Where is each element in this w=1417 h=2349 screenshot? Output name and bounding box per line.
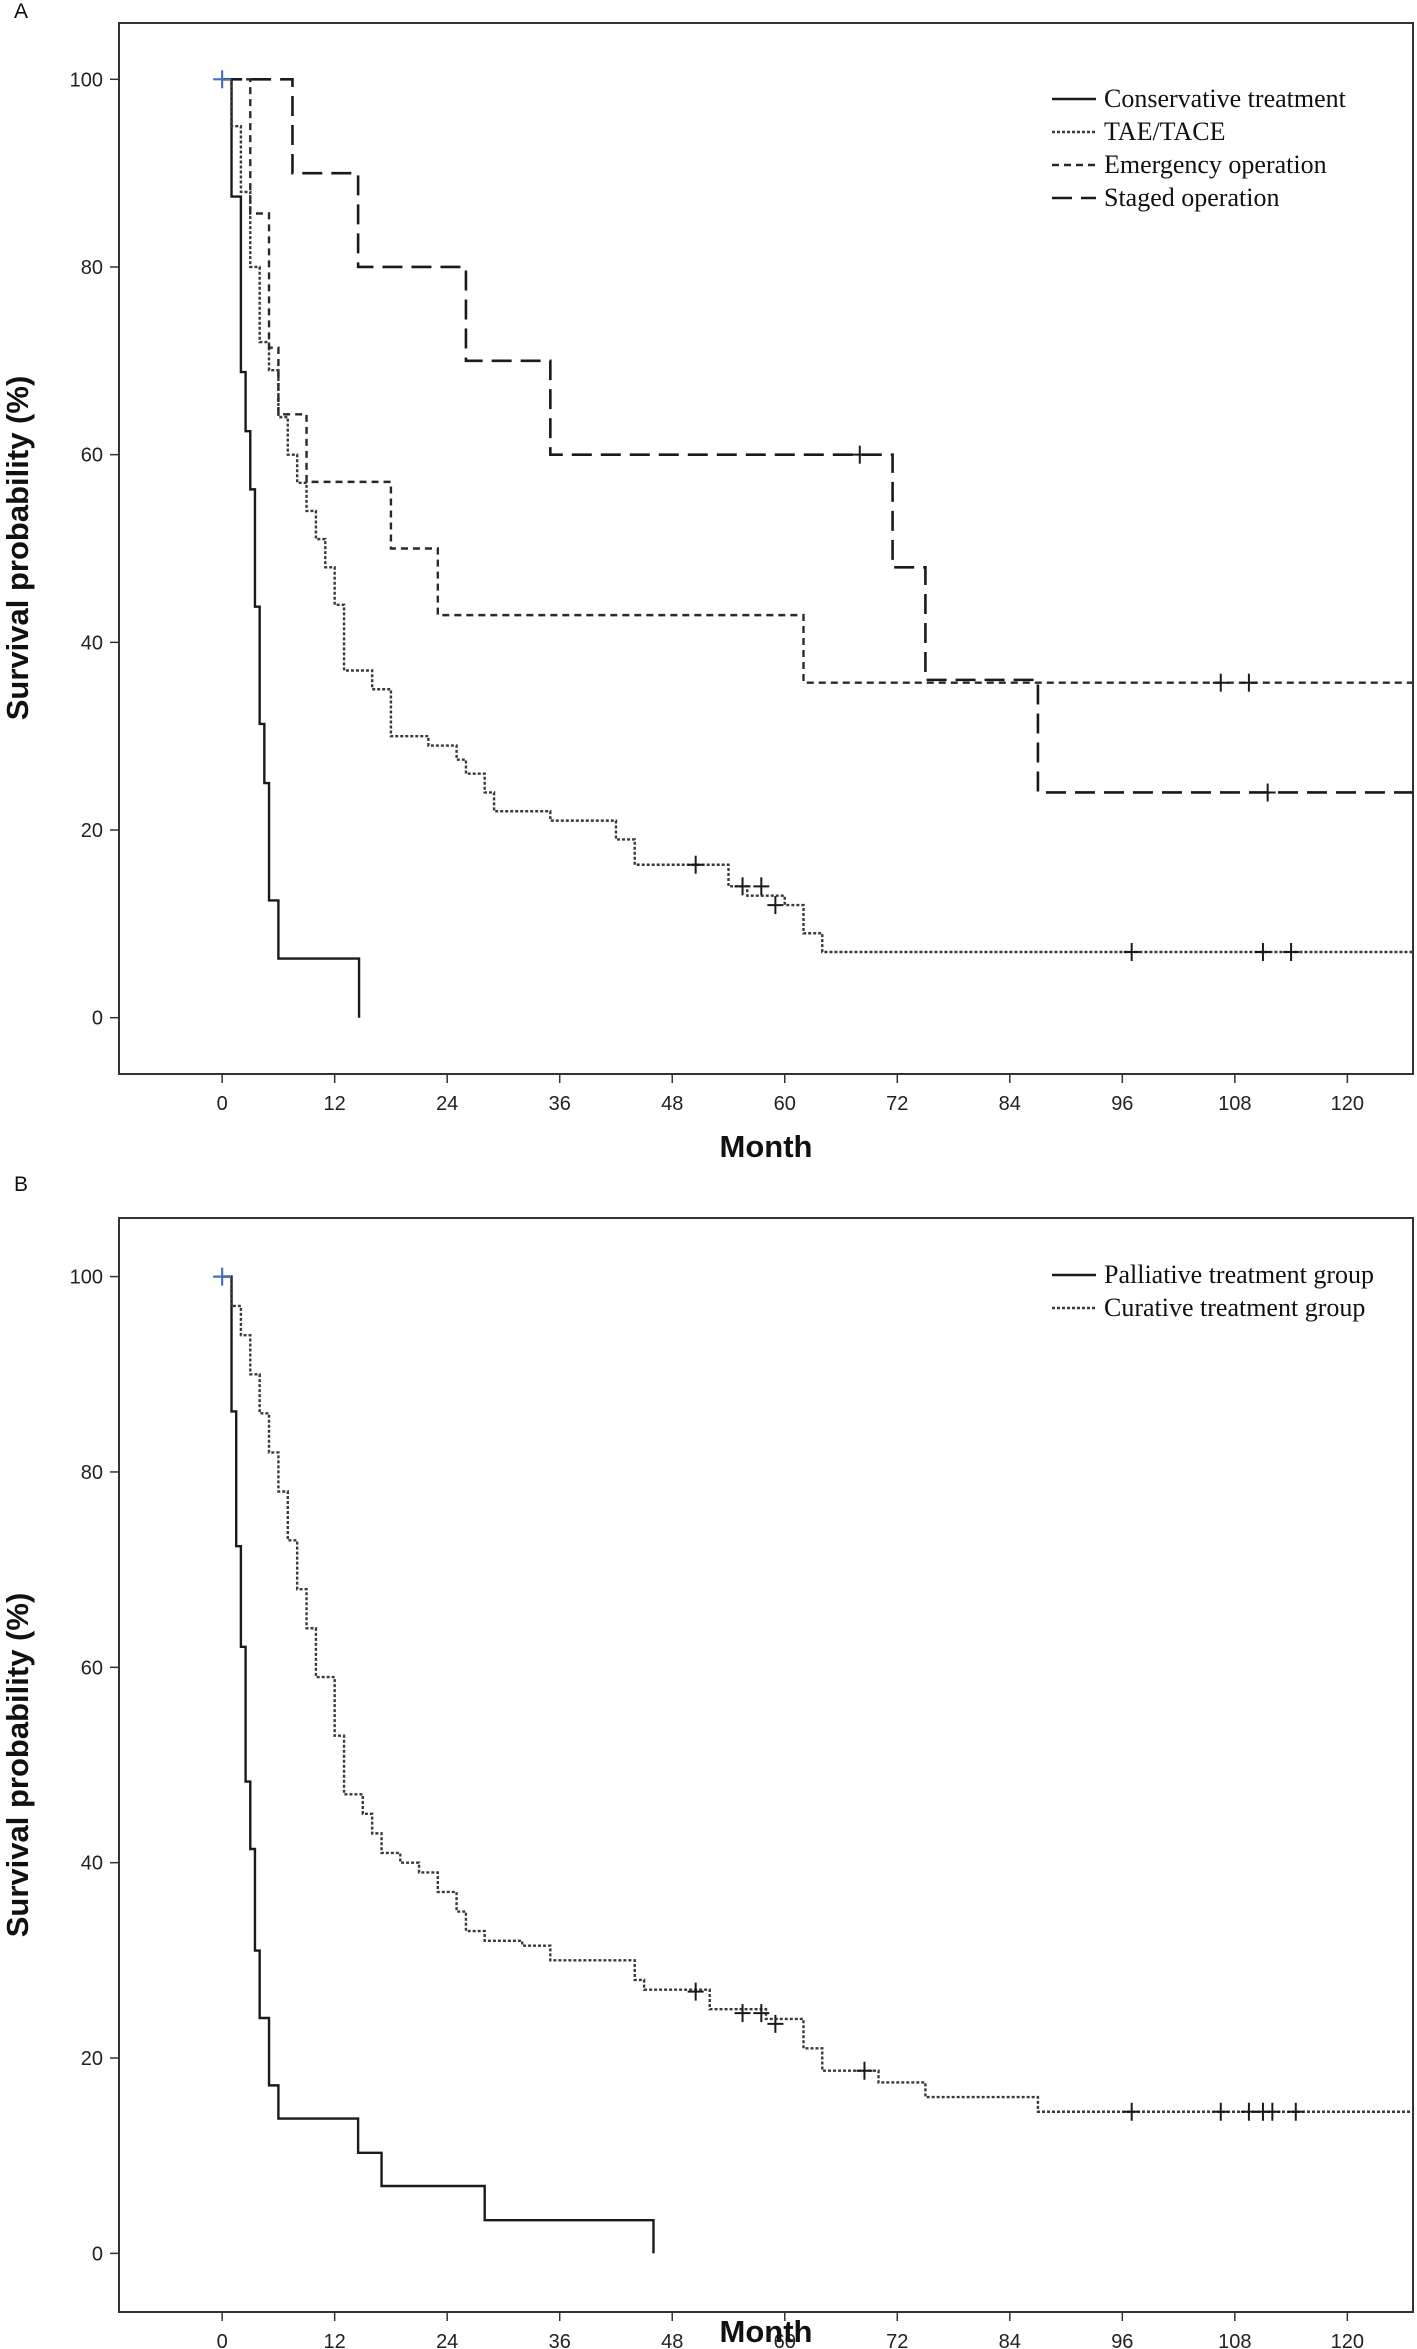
panel-a-censor-mark [753, 877, 770, 896]
panel-b-x-tick-label: 60 [774, 2331, 796, 2349]
panel-b-label: B [14, 1173, 28, 1196]
panel-b-x-tick-label: 48 [661, 2331, 683, 2349]
panel-a-y-tick-label: 60 [81, 445, 103, 467]
panel-a-start-marker [213, 70, 232, 89]
panel-a-x-tick-label: 36 [549, 1093, 571, 1115]
panel-a-legend-label: Emergency operation [1104, 150, 1327, 179]
panel-a-x-tick-label: 48 [661, 1093, 683, 1115]
panel-a-legend-label: Staged operation [1104, 183, 1279, 212]
panel-b-plot-frame [118, 1217, 1414, 2313]
panel-b-censor-mark [856, 2061, 873, 2080]
panel-b-censor-mark [1264, 2102, 1281, 2121]
panel-b-censor-mark [1287, 2102, 1304, 2121]
panel-a-curve-staged-operation [222, 78, 1413, 794]
panel-a-y-tick-label: 100 [70, 69, 103, 91]
panel-a-censor-mark [1212, 673, 1229, 692]
panel-b-censor-mark [734, 2004, 751, 2023]
panel-b-y-tick-label: 100 [70, 1267, 103, 1289]
panel-b-censor-mark [767, 2014, 784, 2033]
panel-a-curve-conservative-treatment [222, 78, 361, 1018]
panel-b-x-tick-label: 0 [217, 2331, 228, 2349]
panel-a-censor-mark [734, 877, 751, 896]
panel-b-censor-mark [1212, 2102, 1229, 2121]
panel-a-censor-mark [1283, 943, 1300, 962]
panel-b-censor-mark [1240, 2102, 1257, 2121]
panel-b-start-marker [213, 1267, 232, 1286]
panel-b-x-tick-label: 84 [999, 2331, 1021, 2349]
panel-a-x-tick-label: 24 [436, 1093, 458, 1115]
panel-b-curve-curative-treatment-group [222, 1275, 1413, 2113]
panel-a-y-tick-label: 0 [92, 1008, 103, 1030]
panel-b-x-tick-label: 120 [1331, 2331, 1364, 2349]
panel-a-x-tick-label: 12 [324, 1093, 346, 1115]
panel-b-curve-palliative-treatment-group [222, 1275, 655, 2254]
panel-b-legend-label: Curative treatment group [1104, 1293, 1365, 1322]
panel-b-x-tick-label: 72 [886, 2331, 908, 2349]
panel-b-censor-mark [1123, 2102, 1140, 2121]
panel-a-x-tick-label: 72 [886, 1093, 908, 1115]
panel-b-y-axis-label: Survival probability (%) [0, 1593, 35, 1938]
panel-a: A 0 20 40 60 80 100 0 12 24 36 48 60 72 84 96 108 120 Mont… [0, 0, 1414, 1164]
panel-a-x-tick-label: 0 [217, 1093, 228, 1115]
panel-b-censor-mark [753, 2004, 770, 2023]
panel-a-censor-mark [687, 855, 704, 874]
panel-b-x-axis-label: Month [720, 2314, 813, 2349]
panel-a-censor-mark [1254, 943, 1271, 962]
panel-a-y-tick-label: 20 [81, 820, 103, 842]
panel-b-x-tick-label: 96 [1111, 2331, 1133, 2349]
panel-b-y-tick-label: 20 [81, 2048, 103, 2070]
panel-a-y-axis-label: Survival probability (%) [0, 376, 35, 721]
panel-b-x-tick-label: 36 [549, 2331, 571, 2349]
panel-a-censor-mark [1240, 673, 1257, 692]
panel-a-x-tick-label: 108 [1218, 1093, 1251, 1115]
panel-a-legend-label: TAE/TACE [1104, 117, 1225, 146]
panel-a-y-tick-label: 80 [81, 257, 103, 279]
panel-b-y-tick-label: 0 [92, 2243, 103, 2265]
panel-a-censor-mark [851, 445, 868, 464]
panel-a-x-tick-label: 84 [999, 1093, 1021, 1115]
panel-b-censor-mark [687, 1982, 704, 2001]
panel-a-censor-mark [1259, 783, 1276, 802]
panel-b-x-tick-label: 108 [1218, 2331, 1251, 2349]
panel-a-censor-mark [767, 896, 784, 915]
panel-a-curve-emergency-operation [222, 78, 1413, 684]
panel-b-legend-label: Palliative treatment group [1104, 1260, 1374, 1289]
panel-a-censor-mark [1123, 943, 1140, 962]
panel-b: B 0 20 40 60 80 100 0 12 24 36 48 60 72 84 96 108 120 Mont… [0, 1173, 1414, 2349]
panel-a-y-tick-label: 40 [81, 632, 103, 654]
panel-b-x-tick-label: 12 [324, 2331, 346, 2349]
panel-a-label: A [14, 0, 28, 23]
panel-b-y-tick-label: 40 [81, 1853, 103, 1875]
panel-b-y-tick-label: 80 [81, 1462, 103, 1484]
panel-a-x-tick-label: 96 [1111, 1093, 1133, 1115]
panel-a-curve-tae-tace [222, 78, 1413, 954]
panel-a-x-axis-label: Month [720, 1129, 813, 1164]
panel-a-plot-frame [118, 22, 1414, 1075]
panel-a-x-tick-label: 120 [1331, 1093, 1364, 1115]
panel-a-x-tick-label: 60 [774, 1093, 796, 1115]
panel-b-y-tick-label: 60 [81, 1657, 103, 1679]
panel-b-x-tick-label: 24 [436, 2331, 458, 2349]
panel-a-legend-label: Conservative treatment [1104, 84, 1347, 113]
